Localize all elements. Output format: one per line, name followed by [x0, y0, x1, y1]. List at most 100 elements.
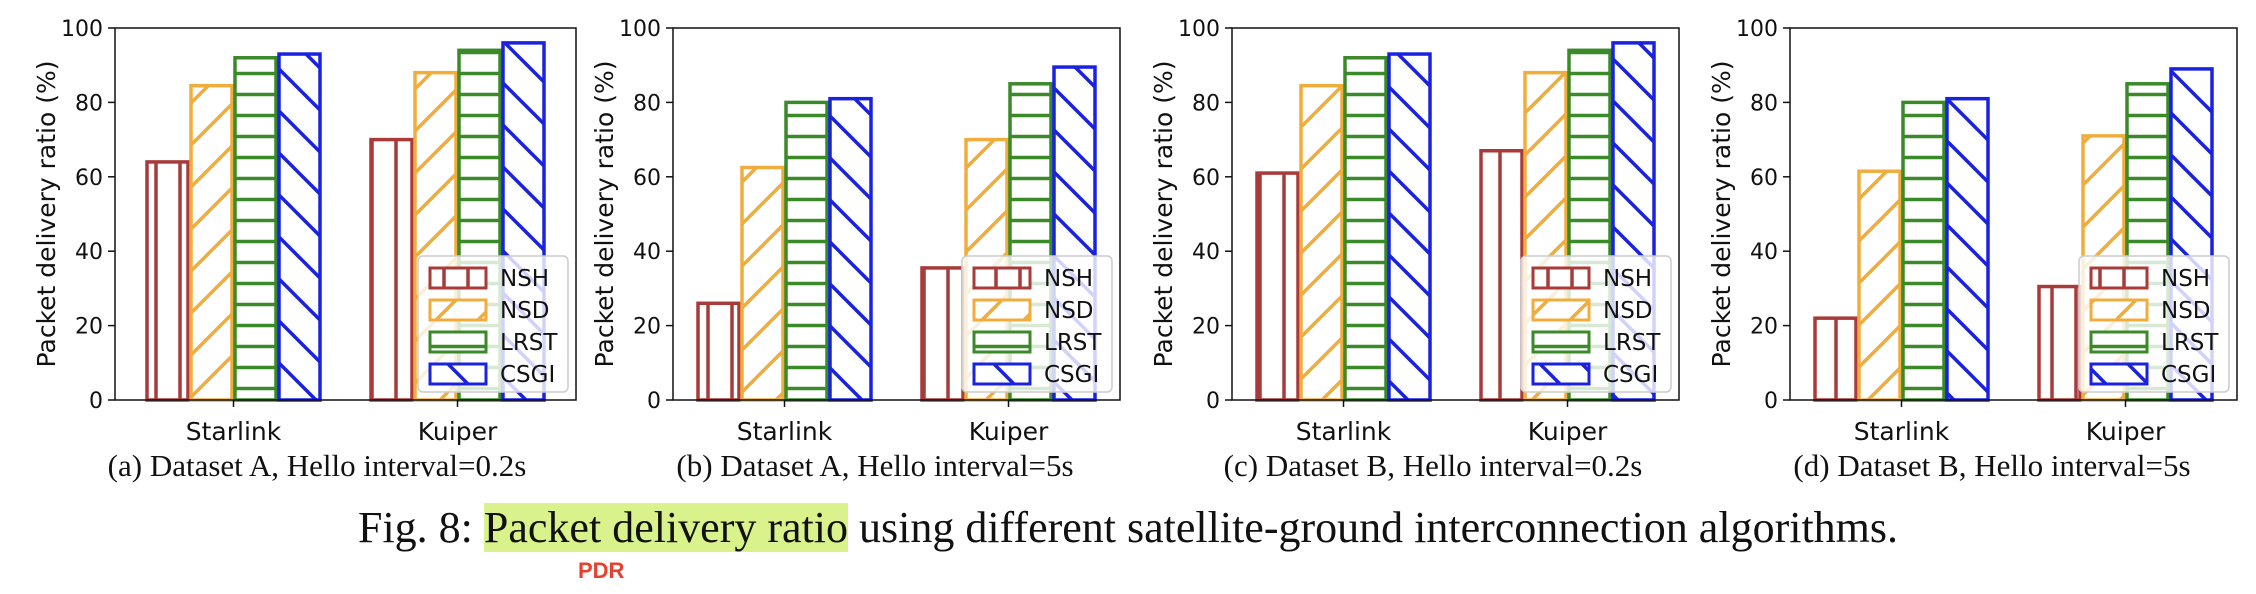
x-tick-label: Kuiper — [1528, 417, 1608, 446]
legend-label-nsh: NSH — [1044, 266, 1093, 292]
legend-label-csgi: CSGI — [2161, 362, 2216, 388]
bar-nsh-kuiper — [369, 137, 414, 402]
bar-lrst-starlink — [1901, 100, 1946, 402]
legend-swatch-nsd — [972, 298, 1032, 322]
subcaption-b: (b) Dataset A, Hello interval=5s — [676, 448, 1074, 483]
x-tick-label: Starlink — [1296, 417, 1392, 446]
legend-label-lrst: LRST — [2161, 330, 2219, 356]
legend-label-csgi: CSGI — [500, 362, 555, 388]
bar-nsh-starlink — [696, 301, 741, 402]
legend-swatch-lrst — [428, 330, 488, 354]
figure-caption: Fig. 8: Packet delivery ratio using diff… — [0, 502, 2256, 553]
y-tick-label: 0 — [89, 389, 103, 414]
plot-frame — [1231, 27, 1680, 401]
legend-label-nsd: NSD — [500, 298, 550, 324]
bar-lrst-starlink — [1343, 56, 1388, 402]
legend-box — [417, 255, 569, 393]
y-tick-label: 40 — [633, 240, 661, 265]
legend-label-nsd: NSD — [2161, 298, 2211, 324]
legend-swatch-lrst — [972, 330, 1032, 354]
y-tick-label: 80 — [75, 91, 103, 116]
bar-nsh-starlink — [1255, 171, 1300, 402]
x-tick-label: Kuiper — [969, 417, 1049, 446]
legend-swatch-csgi — [972, 362, 1032, 386]
y-tick-label: 20 — [1750, 315, 1778, 340]
legend-swatch-lrst — [2089, 330, 2149, 354]
y-tick-label: 100 — [1736, 17, 1778, 42]
pdr-annotation: PDR — [578, 558, 625, 583]
bar-nsd-starlink — [189, 83, 234, 402]
plot-frame — [114, 27, 577, 401]
subcaption-a: (a) Dataset A, Hello interval=0.2s — [107, 448, 527, 483]
legend-label-csgi: CSGI — [1044, 362, 1099, 388]
legend-swatch-nsd — [2089, 298, 2149, 322]
subcaption-d: (d) Dataset B, Hello interval=5s — [1793, 448, 2191, 483]
bar-lrst-starlink — [784, 100, 829, 402]
y-tick-label: 100 — [61, 17, 103, 42]
bar-csgi-starlink — [277, 52, 322, 402]
y-tick-label: 60 — [1750, 166, 1778, 191]
legend-swatch-lrst — [1531, 330, 1591, 354]
bar-nsh-starlink — [1813, 316, 1858, 402]
y-tick-label: 60 — [1192, 166, 1220, 191]
y-tick-label: 60 — [633, 166, 661, 191]
legend-label-lrst: LRST — [1044, 330, 1102, 356]
y-tick-label: 20 — [633, 315, 661, 340]
y-tick-label: 40 — [75, 240, 103, 265]
bar-nsd-starlink — [1299, 83, 1344, 402]
plot-frame — [1789, 27, 2238, 401]
y-tick-label: 60 — [75, 166, 103, 191]
y-tick-label: 80 — [633, 91, 661, 116]
y-tick-label: 40 — [1750, 240, 1778, 265]
legend-label-csgi: CSGI — [1603, 362, 1658, 388]
legend-box — [2078, 255, 2230, 393]
bar-csgi-starlink — [828, 96, 873, 402]
y-axis-label: Packet delivery ratio (%) — [1707, 61, 1736, 368]
legend-swatch-nsh — [2089, 266, 2149, 290]
legend-label-lrst: LRST — [1603, 330, 1661, 356]
legend-swatch-nsd — [428, 298, 488, 322]
legend-swatch-csgi — [2089, 362, 2149, 386]
y-tick-label: 0 — [647, 389, 661, 414]
legend-swatch-nsh — [428, 266, 488, 290]
bar-nsh-kuiper — [2037, 284, 2082, 402]
bar-csgi-starlink — [1387, 52, 1432, 402]
x-tick-label: Kuiper — [418, 417, 498, 446]
legend-label-lrst: LRST — [500, 330, 558, 356]
legend-label-nsh: NSH — [1603, 266, 1652, 292]
x-tick-label: Starlink — [737, 417, 833, 446]
y-tick-label: 80 — [1750, 91, 1778, 116]
legend-label-nsd: NSD — [1044, 298, 1094, 324]
y-axis-label: Packet delivery ratio (%) — [590, 61, 619, 368]
bar-nsh-kuiper — [1479, 149, 1524, 402]
bar-nsh-kuiper — [920, 266, 965, 402]
caption-highlight: Packet delivery ratio — [483, 503, 848, 552]
caption-rest: using different satellite-ground interco… — [847, 503, 1899, 552]
caption-prefix: Fig. 8: — [357, 503, 484, 552]
bar-nsd-starlink — [740, 165, 785, 402]
y-axis-label: Packet delivery ratio (%) — [32, 61, 61, 368]
bar-lrst-starlink — [233, 56, 278, 402]
legend-swatch-nsh — [1531, 266, 1591, 290]
legend-swatch-csgi — [1531, 362, 1591, 386]
bar-nsd-starlink — [1857, 169, 1902, 402]
legend-swatch-nsd — [1531, 298, 1591, 322]
legend-swatch-csgi — [428, 362, 488, 386]
y-tick-label: 100 — [619, 17, 661, 42]
y-tick-label: 40 — [1192, 240, 1220, 265]
bar-csgi-starlink — [1945, 96, 1990, 402]
y-tick-label: 100 — [1178, 17, 1220, 42]
y-tick-label: 20 — [1192, 315, 1220, 340]
legend-label-nsh: NSH — [500, 266, 549, 292]
y-tick-label: 20 — [75, 315, 103, 340]
legend-label-nsd: NSD — [1603, 298, 1653, 324]
legend-label-nsh: NSH — [2161, 266, 2210, 292]
x-tick-label: Starlink — [1854, 417, 1950, 446]
y-tick-label: 80 — [1192, 91, 1220, 116]
legend-swatch-nsh — [972, 266, 1032, 290]
plot-frame — [672, 27, 1121, 401]
